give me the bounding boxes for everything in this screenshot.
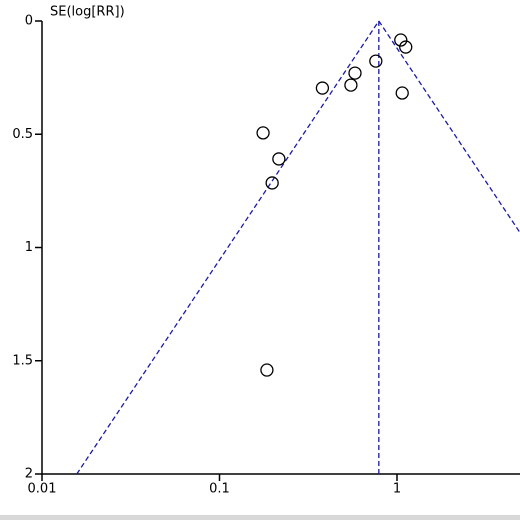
y-tick-label: 0.5 [12,127,33,142]
x-tick-label: 1 [393,482,401,497]
study-point [265,176,279,190]
window-border [0,515,520,520]
study-point [344,78,358,92]
x-tick-label: 0.1 [209,482,230,497]
y-tick-label: 1.5 [12,353,33,368]
study-point [272,152,286,166]
funnel-lines [76,20,520,474]
study-point [369,54,383,68]
y-tick-label: 0 [25,14,33,29]
study-point [260,363,274,377]
funnel-line [378,20,520,234]
study-point [256,126,270,140]
study-point [348,66,362,80]
funnel-line [76,20,380,474]
x-tick-label: 0.01 [28,482,57,497]
y-tick-label: 2 [25,467,33,482]
study-point [395,86,409,100]
y-axis-label: SE(log[RR]) [50,5,125,20]
study-point [399,40,413,54]
study-point [315,81,330,95]
y-tick-label: 1 [25,240,33,255]
study-point [394,33,408,47]
